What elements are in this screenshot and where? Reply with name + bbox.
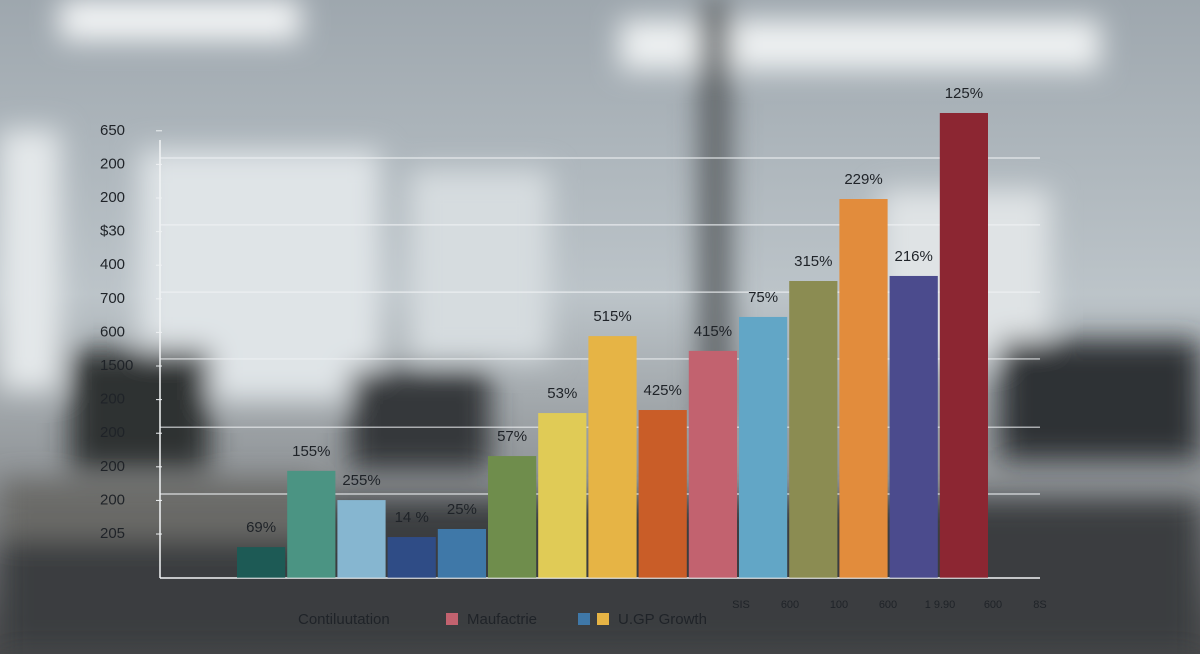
- bar-annotation: 25%: [447, 501, 477, 518]
- bar: [437, 528, 486, 578]
- y-tick-label: 200: [100, 391, 125, 408]
- y-tick-label: 200: [100, 189, 125, 206]
- bar-annotation: 425%: [644, 382, 682, 399]
- bar: [739, 316, 788, 578]
- bar: [638, 410, 687, 578]
- bar-annotation: 69%: [246, 519, 276, 536]
- bar: [538, 413, 587, 578]
- y-tick-label: 200: [100, 458, 125, 475]
- legend-label: Maufactrie: [467, 611, 537, 628]
- bar: [839, 199, 888, 578]
- bar: [688, 350, 737, 578]
- bar: [789, 280, 838, 578]
- bar-annotation: 125%: [945, 85, 983, 102]
- legend-swatch: [446, 613, 458, 625]
- bar-annotation: 415%: [694, 323, 732, 340]
- y-tick-label: 600: [100, 323, 125, 340]
- y-tick-label: 650: [100, 122, 125, 139]
- x-tick-label: 8S: [1033, 599, 1046, 611]
- x-tick-label: 1 9.90: [925, 599, 956, 611]
- bar: [387, 537, 436, 578]
- y-tick-label: $30: [100, 223, 125, 240]
- bar: [237, 547, 286, 578]
- bar: [588, 336, 637, 578]
- bar-annotation: 57%: [497, 428, 527, 445]
- bar: [287, 470, 336, 578]
- x-tick-label: 600: [781, 599, 799, 611]
- y-tick-label: 205: [100, 525, 125, 542]
- legend-swatch: [578, 613, 590, 625]
- y-tick-label: 400: [100, 256, 125, 273]
- bar: [939, 112, 988, 578]
- legend-label: U.GP Growth: [618, 611, 707, 628]
- y-tick-label: 700: [100, 290, 125, 307]
- bar-annotation: 155%: [292, 443, 330, 460]
- bar-annotation: 255%: [342, 472, 380, 489]
- x-tick-label: 100: [830, 599, 848, 611]
- bar-annotation: 515%: [593, 308, 631, 325]
- bar: [488, 456, 537, 578]
- bar-annotation: 14 %: [395, 509, 429, 526]
- y-tick-label: 1500: [100, 357, 133, 374]
- y-tick-label: 200: [100, 424, 125, 441]
- legend-label: Contiluutation: [298, 611, 390, 628]
- y-tick-label: 200: [100, 155, 125, 172]
- bar: [889, 275, 938, 578]
- bar-annotation: 53%: [547, 385, 577, 402]
- x-tick-label: 600: [984, 599, 1002, 611]
- legend-swatch: [597, 613, 609, 625]
- x-tick-label: 600: [879, 599, 897, 611]
- x-tick-label: SIS: [732, 599, 750, 611]
- bar-annotation: 75%: [748, 289, 778, 306]
- y-tick-label: 200: [100, 491, 125, 508]
- bar-annotation: 315%: [794, 253, 832, 270]
- bar: [337, 500, 386, 578]
- bar-annotation: 216%: [895, 248, 933, 265]
- bar-annotation: 229%: [844, 171, 882, 188]
